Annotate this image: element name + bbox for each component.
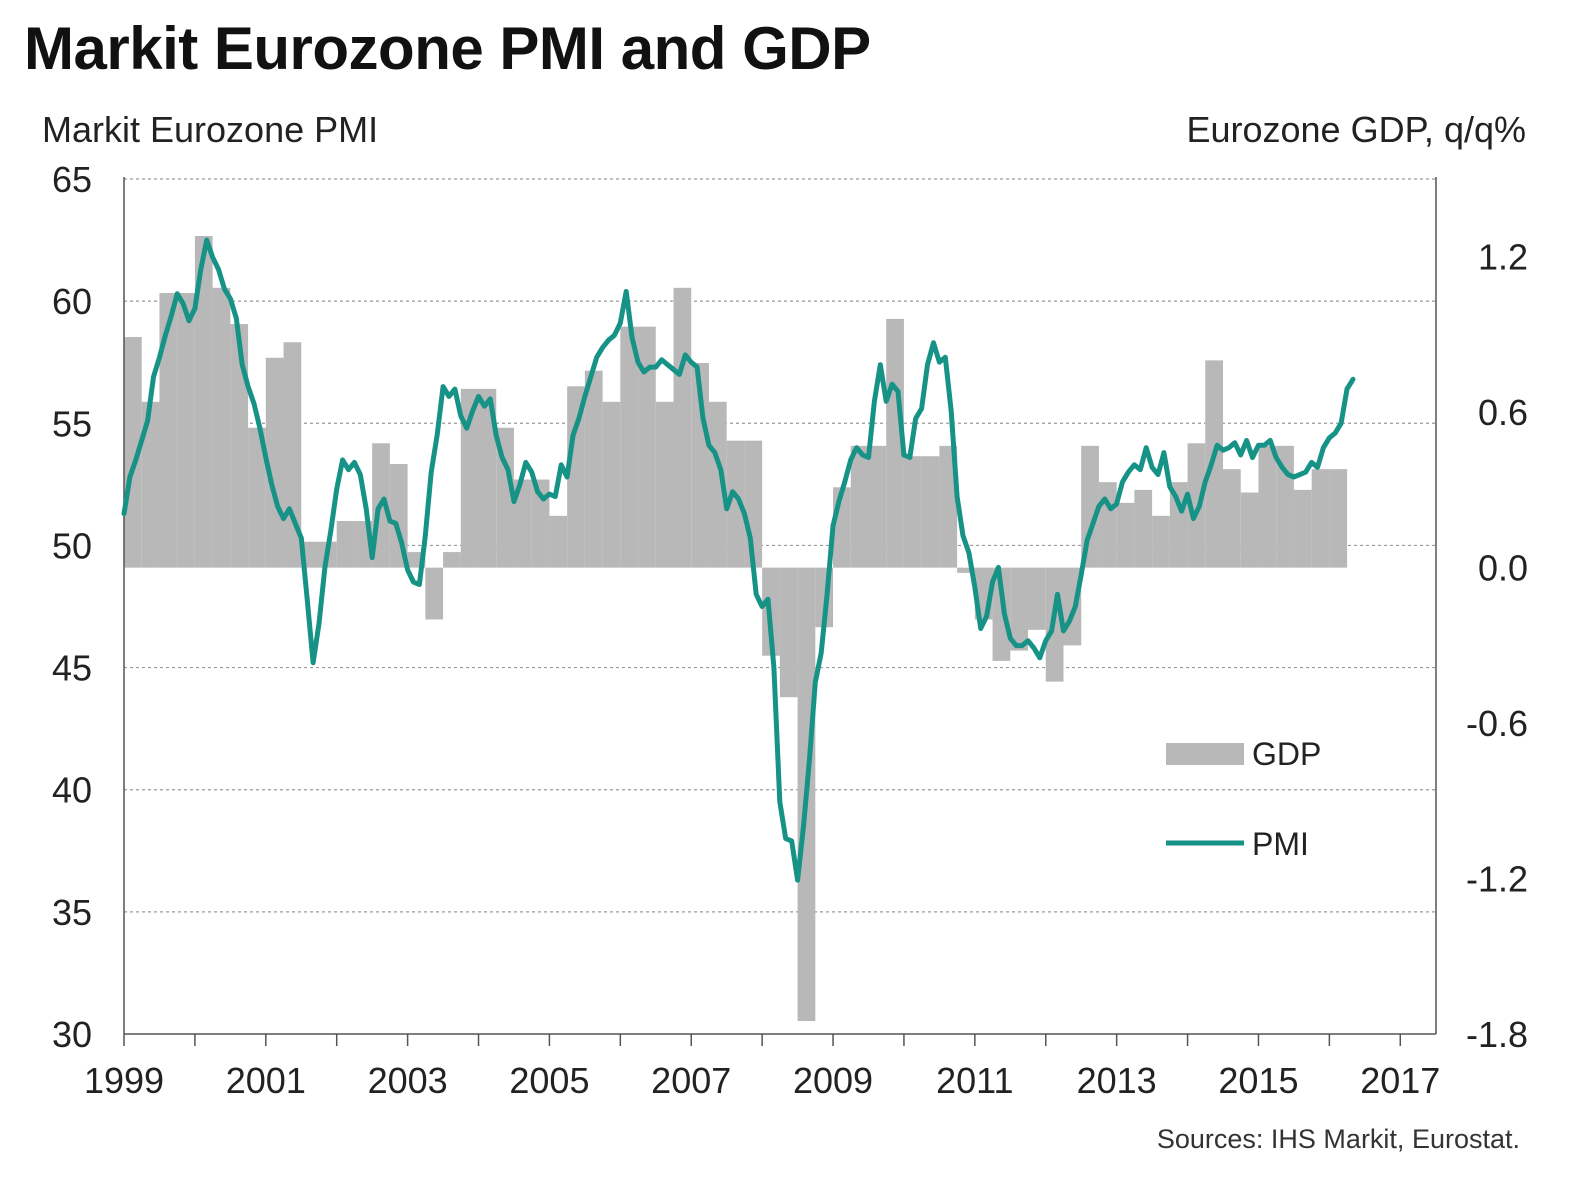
gdp-bar [638,326,656,568]
gdp-bar [1028,567,1046,630]
right-tick-label: 0.0 [1478,548,1528,589]
gdp-bar [850,445,869,568]
x-tick-label: 2003 [368,1060,448,1101]
left-axis-ticks: 65 60 55 50 45 40 35 30 [52,159,92,1055]
x-tick-label: 2013 [1077,1060,1157,1101]
source-note: Sources: IHS Markit, Eurostat. [1157,1124,1520,1154]
gdp-bar [1205,360,1224,568]
left-tick-label: 35 [52,892,92,933]
gdp-bar [425,567,444,620]
x-tick-label: 2009 [793,1060,873,1101]
pmi-line-group [121,237,1356,883]
gdp-bar [726,440,745,568]
gdp-bar [779,567,798,698]
right-tick-label: 0.6 [1478,392,1528,433]
x-axis-ticks: 1999 2001 2003 2005 2007 2009 2011 2013 2015 2017 [84,1060,1440,1101]
right-tick-label: -1.8 [1466,1014,1528,1055]
gdp-bar [336,521,355,568]
legend-gdp-swatch [1166,743,1244,765]
gdp-bar [903,456,922,568]
gdp-bar [1152,515,1170,568]
gdp-bar [992,567,1011,661]
left-axis-title: Markit Eurozone PMI [42,109,378,150]
gdp-bar [460,388,479,568]
gdp-bar [124,337,142,568]
gdp-bar [1329,469,1348,568]
x-tick-label: 2005 [509,1060,589,1101]
x-tick-label: 2007 [651,1060,731,1101]
legend: GDP PMI [1166,736,1321,862]
gdp-bar [567,386,585,568]
gdp-bar [602,401,621,568]
gdp-bar [177,293,195,568]
gdp-bar [531,479,550,568]
gdp-bar [212,287,231,568]
left-tick-label: 50 [52,525,92,566]
gdp-bar [230,324,249,568]
pmi-line [121,237,1356,883]
left-tick-label: 55 [52,403,92,444]
gdp-bar [194,236,213,568]
gdp-bar [248,427,266,568]
axes [123,177,1437,1046]
gdp-bar [1311,469,1330,568]
gdp-bar [921,456,940,568]
gdp-bar [584,370,603,568]
right-axis-ticks: 1.2 0.6 0.0 -0.6 -1.2 -1.8 [1466,237,1528,1055]
gdp-bar [1116,502,1135,568]
gdp-bar [478,388,497,568]
gdp-bar [1223,469,1241,568]
gdp-bars [124,236,1348,1022]
x-tick-label: 2017 [1360,1060,1440,1101]
gdp-bar [496,427,514,568]
gdp-bar [868,445,887,568]
gdp-bar [159,293,178,568]
gdp-bar [141,401,160,568]
gdp-bar [1134,489,1153,568]
left-tick-label: 40 [52,770,92,811]
gdp-bar [708,401,727,568]
gdp-bar [1010,567,1029,651]
gdp-bar [1098,482,1117,568]
gdp-bar [443,552,461,568]
x-tick-label: 2011 [936,1060,1013,1101]
gdp-bar [513,479,532,568]
gdp-bar [1240,492,1259,568]
gdp-bar [939,445,958,568]
right-tick-label: -0.6 [1466,703,1528,744]
right-axis-title: Eurozone GDP, q/q% [1186,109,1526,150]
right-tick-label: -1.2 [1466,859,1528,900]
left-tick-label: 60 [52,281,92,322]
gdp-bar [549,515,568,568]
x-tick-label: 2001 [226,1060,306,1101]
right-tick-label: 1.2 [1478,237,1528,278]
gdp-bar [1258,445,1277,568]
gdp-bar [655,401,674,568]
gdp-bar [1187,443,1206,568]
x-tick-label: 2015 [1218,1060,1298,1101]
gdp-bar [620,326,639,568]
gdp-bar [673,287,692,568]
gdp-bar [957,567,975,573]
left-tick-label: 30 [52,1014,92,1055]
gdp-bar [1293,489,1312,568]
gdp-bar [886,318,904,568]
x-tick-label: 1999 [84,1060,164,1101]
legend-pmi-label: PMI [1252,826,1309,862]
legend-gdp-label: GDP [1252,736,1321,772]
left-tick-label: 45 [52,648,92,689]
left-tick-label: 65 [52,159,92,200]
chart-title: Markit Eurozone PMI and GDP [24,15,871,82]
